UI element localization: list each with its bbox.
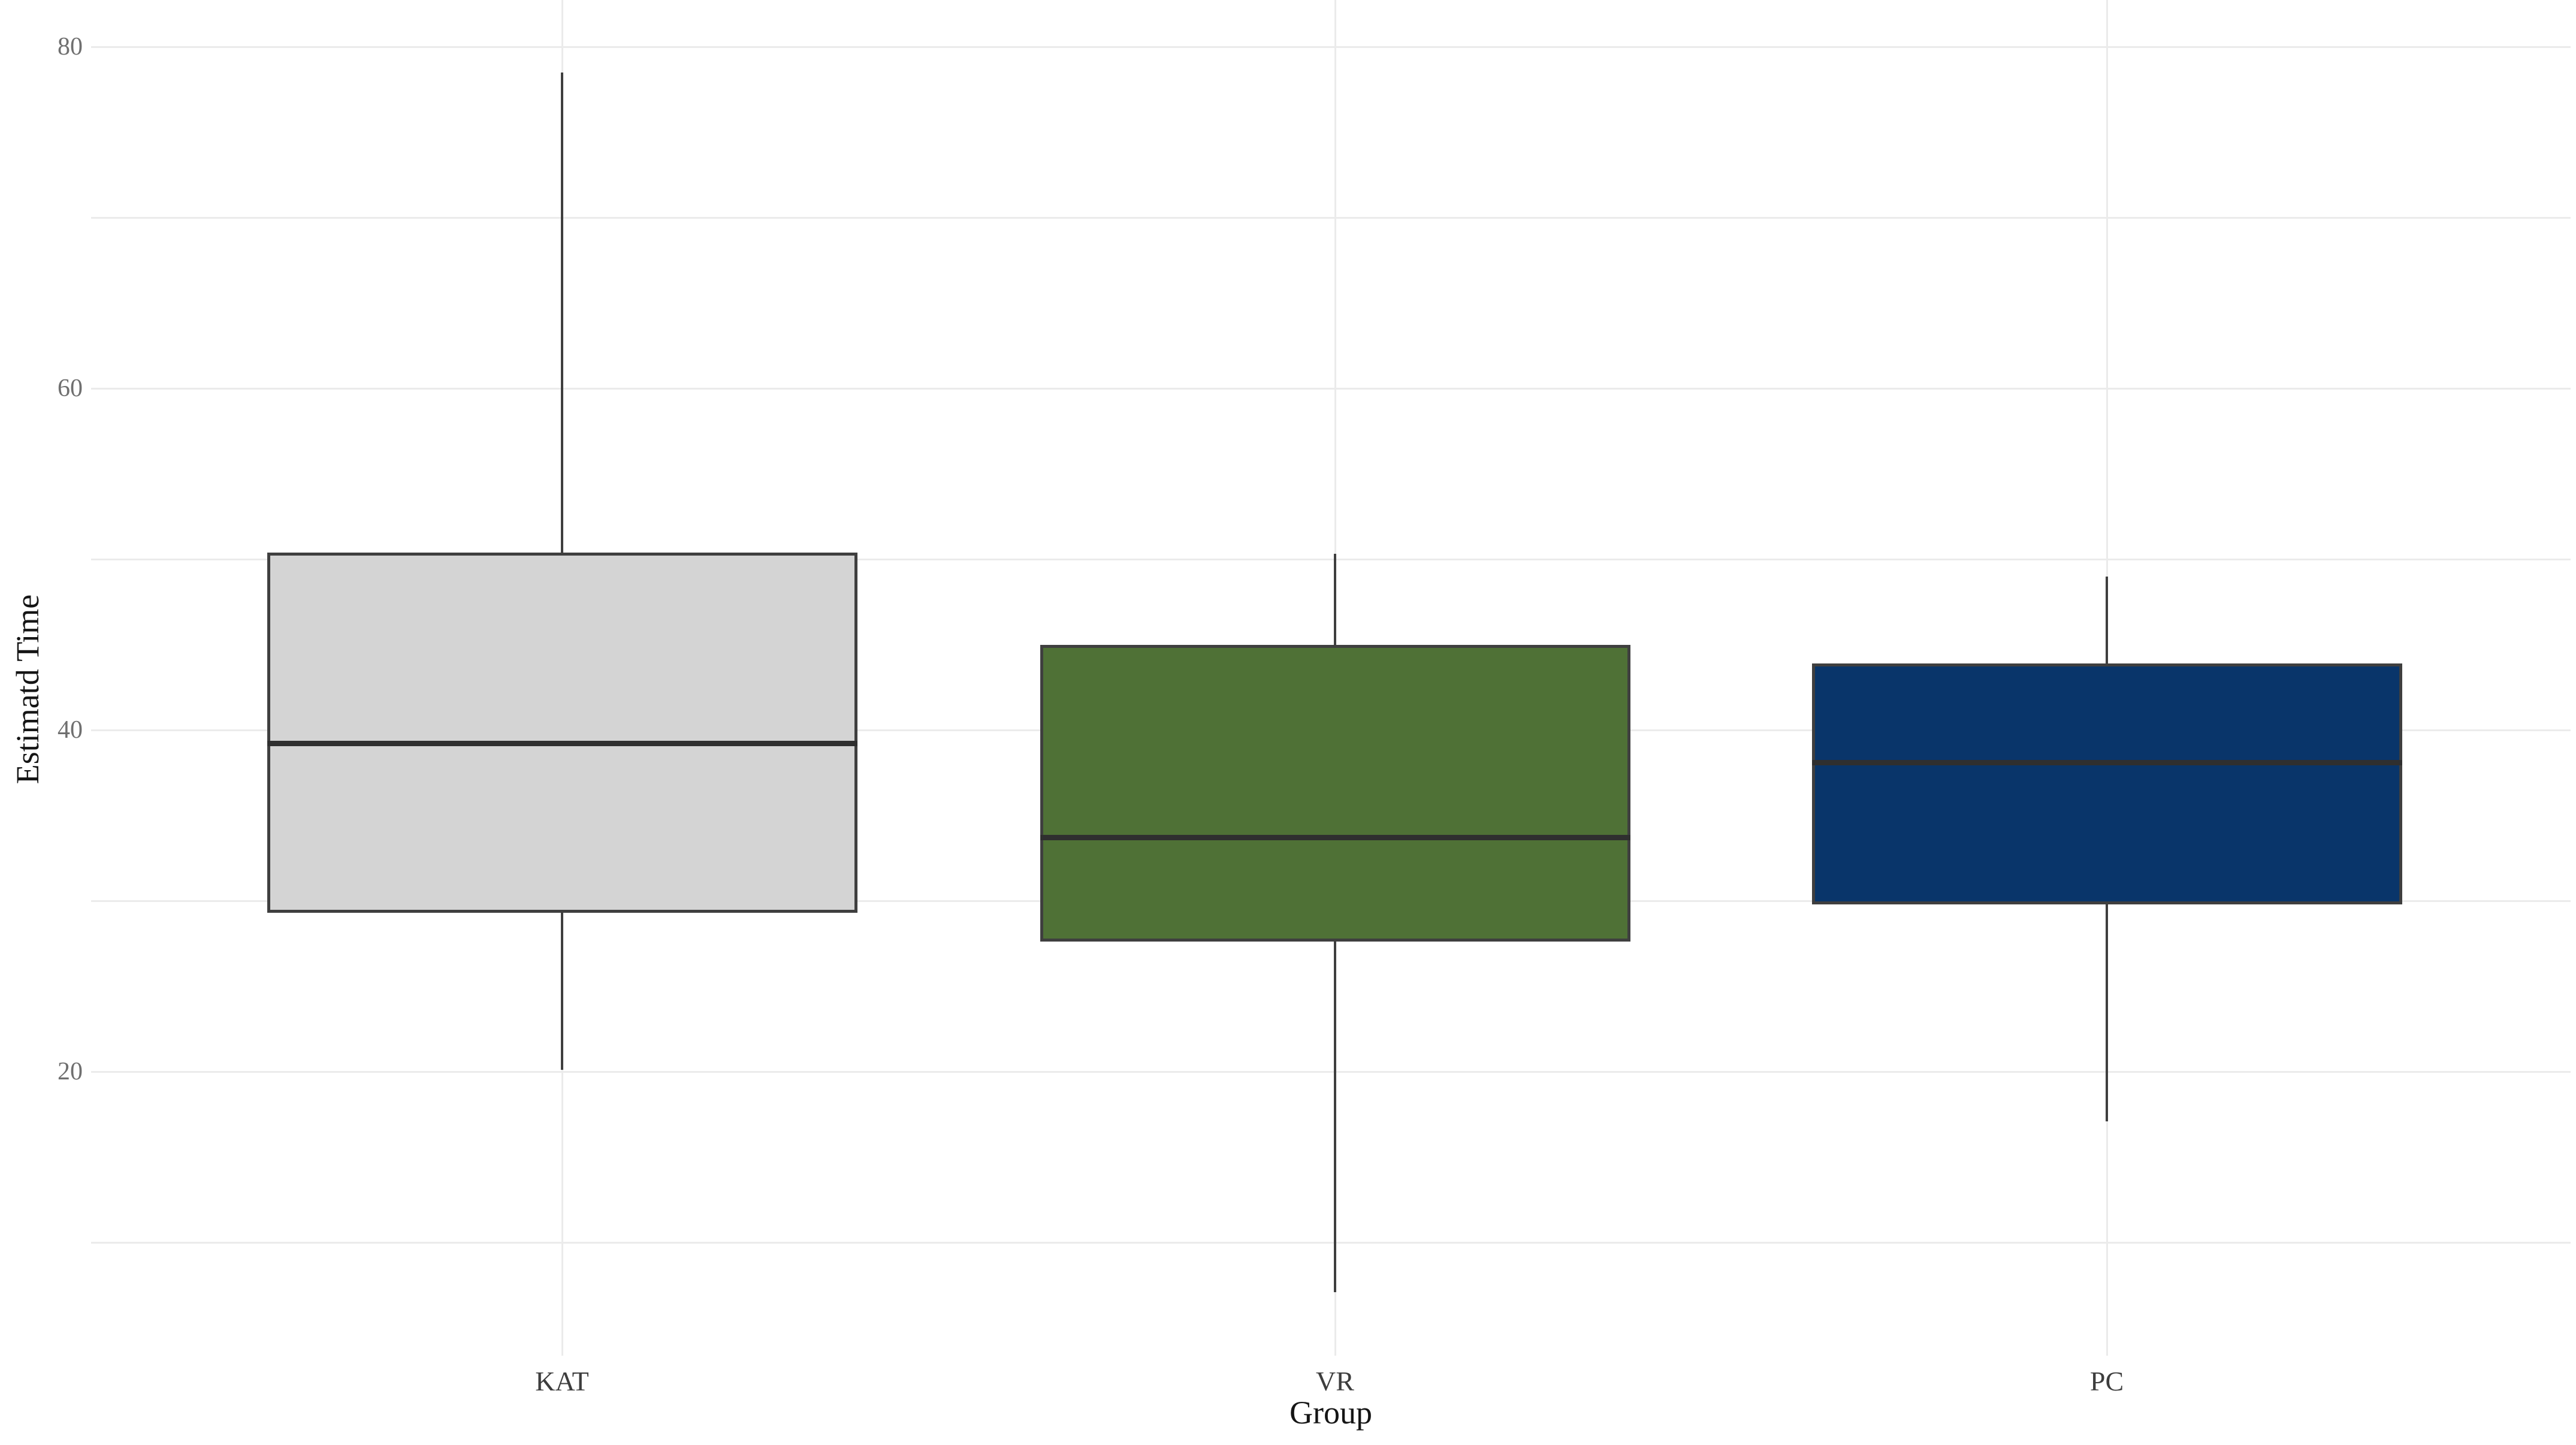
median-line: [267, 741, 857, 747]
x-tick-label: PC: [2089, 1366, 2124, 1396]
box-vr: [1040, 644, 1630, 942]
y-tick-label: 20: [58, 1058, 83, 1085]
y-tick-label: 60: [58, 375, 83, 402]
x-tick-label: VR: [1316, 1366, 1354, 1396]
y-axis-title: Estimatd Time: [10, 594, 46, 785]
x-tick-label: KAT: [535, 1366, 589, 1396]
x-axis-title: Group: [1289, 1395, 1372, 1431]
y-tick-label: 80: [58, 33, 83, 61]
median-line: [1811, 759, 2402, 765]
y-gridline: [91, 1070, 2571, 1073]
y-gridline: [91, 1241, 2571, 1244]
y-gridline: [91, 46, 2571, 48]
y-gridline: [91, 216, 2571, 219]
y-gridline: [91, 387, 2571, 390]
y-tick-label: 40: [58, 716, 83, 744]
box-pc: [1811, 663, 2402, 904]
median-line: [1040, 835, 1630, 841]
box-kat: [267, 552, 857, 913]
y-gridline: [91, 558, 2571, 560]
